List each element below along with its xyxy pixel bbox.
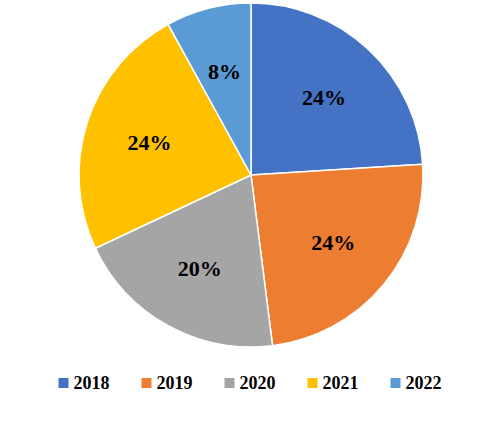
- data-label: 20%: [178, 256, 222, 281]
- legend-marker: [59, 378, 69, 388]
- chart-svg: 24% 24% 20% 24% 8% 2018 2019 2020 2021 2022: [0, 0, 500, 428]
- legend-label: 2020: [240, 373, 276, 393]
- legend-label: 2019: [157, 373, 193, 393]
- chart-container: 24% 24% 20% 24% 8% 2018 2019 2020 2021 2022: [0, 0, 500, 428]
- data-labels: 24% 24% 20% 24% 8%: [128, 59, 356, 281]
- data-label: 8%: [208, 59, 241, 84]
- legend: 2018 2019 2020 2021 2022: [59, 373, 442, 393]
- pie-slice: [251, 164, 423, 345]
- pie-slice: [168, 3, 251, 175]
- legend-marker: [225, 378, 235, 388]
- data-label: 24%: [311, 230, 355, 255]
- legend-label: 2021: [323, 373, 359, 393]
- pie-slice: [251, 3, 423, 175]
- legend-label: 2018: [74, 373, 110, 393]
- slices: [79, 3, 423, 347]
- legend-marker: [391, 378, 401, 388]
- legend-marker: [142, 378, 152, 388]
- legend-marker: [308, 378, 318, 388]
- data-label: 24%: [302, 85, 346, 110]
- data-label: 24%: [128, 130, 172, 155]
- legend-label: 2022: [406, 373, 442, 393]
